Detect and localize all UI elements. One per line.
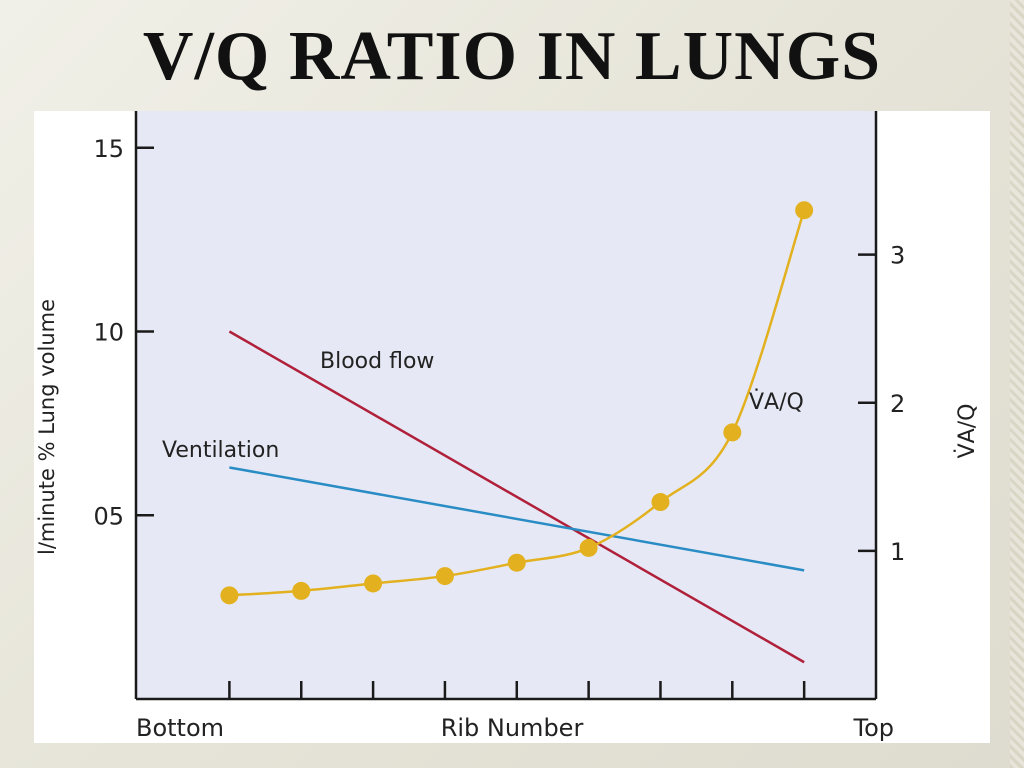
chart-panel: 15 10 05 3 2 1 Bottom Rib Number Top l/minute… [34,111,990,743]
y-left-tick-label-5: 05 [93,502,124,530]
y-right-tick-label-3: 3 [890,242,905,270]
ventilation-line [229,466,805,572]
vq-ratio-point-6 [579,538,598,557]
y-left-tick-label-15: 15 [93,135,124,163]
x-axis-title: Rib Number [441,714,584,742]
blood-flow-label: Blood flow [320,349,434,374]
plot-area-background [136,111,876,699]
vq-curve-label: V̇A/Q [749,389,804,415]
vq-ratio-point-1 [220,586,239,605]
y-right-tick-label-2: 2 [890,390,905,418]
vq-ratio-point-5 [507,553,526,572]
vq-ratio-point-2 [292,581,311,600]
vq-axis-right-title: V̇A/Q [954,404,980,459]
vq-ratio-chart: 15 10 05 3 2 1 Bottom Rib Number Top l/minute… [35,111,980,742]
y-right-tick-label-1: 1 [890,538,905,566]
vq-ratio-point-3 [364,574,383,593]
vq-ratio-point-8 [723,423,742,442]
blood-flow-line [228,330,805,664]
y-left-tick-label-10: 10 [93,319,124,347]
vq-ratio-point-7 [651,493,670,512]
y-axis-left-title: l/minute % Lung volume [35,299,59,555]
slide-title: V/Q RATIO IN LUNGS [142,18,882,95]
vq-ratio-point-4 [435,567,454,586]
x-label-end: Top [853,714,895,742]
vq-ratio-point-9 [795,201,814,220]
x-label-start: Bottom [136,714,224,742]
ventilation-label: Ventilation [162,438,279,463]
decorative-border [1010,0,1024,768]
